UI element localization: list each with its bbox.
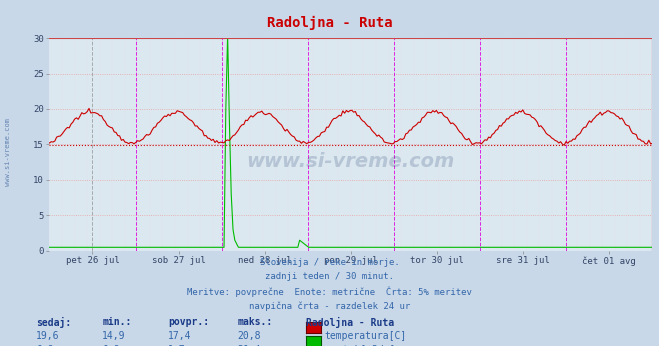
- Text: 20,8: 20,8: [237, 331, 261, 341]
- Text: 14,9: 14,9: [102, 331, 126, 341]
- Text: pretok[m3/s]: pretok[m3/s]: [325, 345, 395, 346]
- Text: Meritve: povprečne  Enote: metrične  Črta: 5% meritev: Meritve: povprečne Enote: metrične Črta:…: [187, 287, 472, 297]
- Text: www.si-vreme.com: www.si-vreme.com: [246, 152, 455, 171]
- Text: 17,4: 17,4: [168, 331, 192, 341]
- Text: povpr.:: povpr.:: [168, 317, 209, 327]
- Text: Radoljna - Ruta: Radoljna - Ruta: [267, 16, 392, 30]
- Text: min.:: min.:: [102, 317, 132, 327]
- Text: www.si-vreme.com: www.si-vreme.com: [5, 118, 11, 186]
- Text: 0,9: 0,9: [36, 345, 54, 346]
- Text: temperatura[C]: temperatura[C]: [325, 331, 407, 341]
- Text: Radoljna - Ruta: Radoljna - Ruta: [306, 317, 395, 328]
- Text: sedaj:: sedaj:: [36, 317, 71, 328]
- Text: 30,4: 30,4: [237, 345, 261, 346]
- Text: 1,7: 1,7: [168, 345, 186, 346]
- Text: navpična črta - razdelek 24 ur: navpična črta - razdelek 24 ur: [249, 301, 410, 311]
- Text: maks.:: maks.:: [237, 317, 272, 327]
- Text: Slovenija / reke in morje.: Slovenija / reke in morje.: [260, 258, 399, 267]
- Text: zadnji teden / 30 minut.: zadnji teden / 30 minut.: [265, 272, 394, 281]
- Text: 0,9: 0,9: [102, 345, 120, 346]
- Text: 19,6: 19,6: [36, 331, 60, 341]
